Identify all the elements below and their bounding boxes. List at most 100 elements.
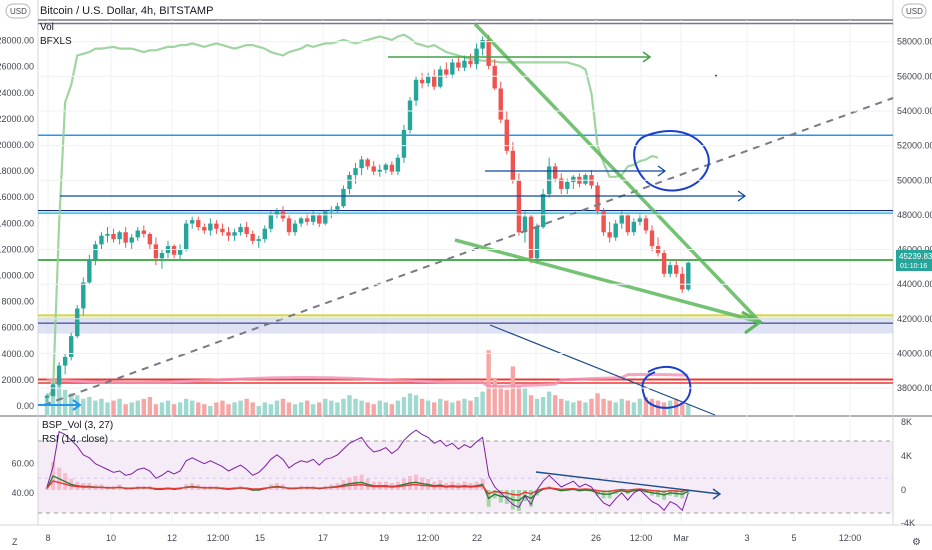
candle-body [619,214,624,224]
candle-body [456,62,461,68]
candle-body [69,336,74,357]
left-scale-badge[interactable] [5,3,31,19]
candle-body [377,169,382,172]
right-price-tick: 56000.00 [897,71,932,81]
volume-bar [510,366,516,415]
candle-body [413,79,419,101]
candle-body [528,216,534,259]
candle-body [202,227,207,231]
volume-bar [631,402,637,415]
candle-body [87,259,92,283]
volume-bar [141,398,146,415]
current-price-badge [896,250,932,271]
volume-bar [165,400,171,415]
volume-bar [504,389,509,415]
candle-body [462,60,467,68]
candle-body [196,220,201,228]
x-tick-label: 15 [255,533,265,543]
candle-body [298,218,304,224]
volume-bar [407,393,413,415]
left-tick: 26000.00 [0,62,34,72]
volume-bar [202,404,207,415]
rsi-pane: 40.00 60.00 8K 4K 0 -4K [11,417,915,528]
volume-bar [129,402,134,415]
candle-body [335,206,340,210]
candle-body [177,249,183,255]
candle-body [123,232,128,243]
candle-body [522,216,528,233]
green-arrow-head [642,51,652,63]
candle-body [256,239,261,241]
candle-body [468,60,473,65]
volume-bar [329,400,334,415]
candle-body [323,211,328,224]
candle-body [534,227,540,259]
bfxls-line [46,33,659,399]
candle-body [105,233,110,236]
volume-bar [226,404,231,415]
volume-ma-line [46,373,689,388]
candle-body [304,218,310,222]
volume-bar [553,395,558,415]
volume-bar [105,402,110,415]
x-tick-label: 19 [379,533,389,543]
auto-scale-button[interactable]: Z [12,537,18,547]
left-tick: 2000.00 [1,375,34,385]
chart-title: Bitcoin / U.S. Dollar, 4h, BITSTAMP [40,5,213,17]
left-tick: 8000.00 [1,297,34,307]
candle-body [183,223,189,250]
volume-bar [559,398,564,415]
volume-bar [183,398,189,415]
volume-bar [649,398,655,415]
horizontal-levels [38,22,893,384]
left-tick: 18000.00 [0,166,34,176]
x-tick-label: 12 [167,533,177,543]
volume-bar [601,398,606,415]
right-price-tick: 42000.00 [897,314,932,324]
candle-body [244,227,249,234]
blue-arrow-head [737,190,747,202]
candle-body [341,188,346,207]
volume-bar [208,406,213,415]
candle-body [432,76,437,87]
candle-body [559,178,564,189]
volume-bar [298,402,304,415]
candle-body [147,233,153,245]
volume-bar [432,402,437,415]
volume-bar [492,379,497,415]
candle-body [425,76,431,84]
x-tick-label: 17 [318,533,328,543]
drawing-annotations[interactable] [38,22,894,416]
candle-body [190,220,195,224]
candle-body [401,130,407,158]
volume-bar [81,398,86,415]
candle-body [450,62,455,75]
rsi-trendline [535,471,721,495]
candle-body [492,65,497,89]
volume-bar [292,404,298,415]
volume-bar [450,402,455,415]
volume-bar [335,402,340,415]
candle-body [226,232,231,236]
settings-icon[interactable]: ⚙ [912,537,921,548]
volume-arrow-head [72,399,82,411]
volume-bar [419,398,425,415]
volume-bar [589,398,594,415]
volume-bar [135,400,140,415]
bsp-tick: -4K [901,518,915,528]
candle-body [56,365,62,385]
candle-body [613,223,618,238]
volume-bar [425,400,431,415]
left-scale-badge-label: USD [10,7,27,16]
volume-bar [171,404,177,415]
volume-bar [401,397,407,415]
volume-bar [111,400,116,415]
right-scale-badge[interactable] [901,3,927,19]
volume-bar [62,389,68,415]
volume-bar [99,398,104,415]
volume-bar [214,402,219,415]
candle-body [407,100,413,131]
candle-body [504,119,509,151]
